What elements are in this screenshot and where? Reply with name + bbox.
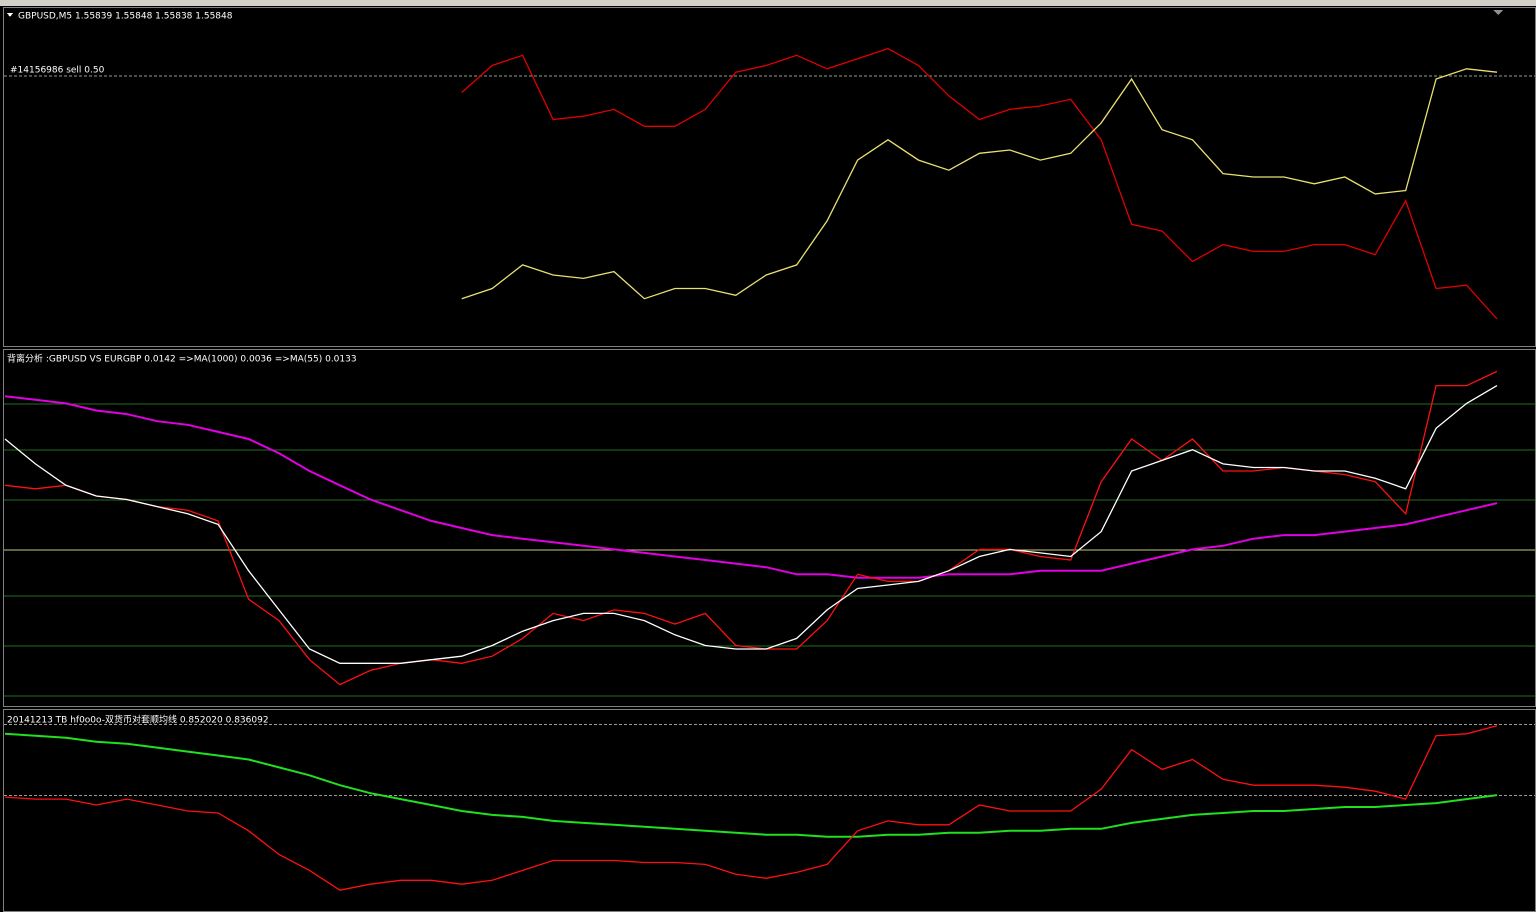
toolbar-strip (0, 0, 1536, 6)
collapse-icon[interactable] (7, 13, 13, 17)
series-line (4, 732, 1498, 838)
series-line (4, 385, 1498, 664)
series-line (4, 370, 1498, 686)
series-line (4, 395, 1498, 579)
pane-title: 20141213 TB hf0o0o-双货币对套顺均线 0.852020 0.8… (7, 714, 269, 726)
series-line (4, 725, 1498, 891)
scroll-icon[interactable] (1493, 10, 1503, 15)
order-label: #14156986 sell 0.50 (10, 66, 105, 76)
series-line (461, 68, 1498, 300)
pane-title: 背离分析 :GBPUSD VS EURGBP 0.0142 =>MA(1000)… (7, 353, 357, 365)
pane-title: GBPUSD,M5 1.55839 1.55848 1.55838 1.5584… (18, 12, 233, 22)
series-line (461, 47, 1498, 320)
